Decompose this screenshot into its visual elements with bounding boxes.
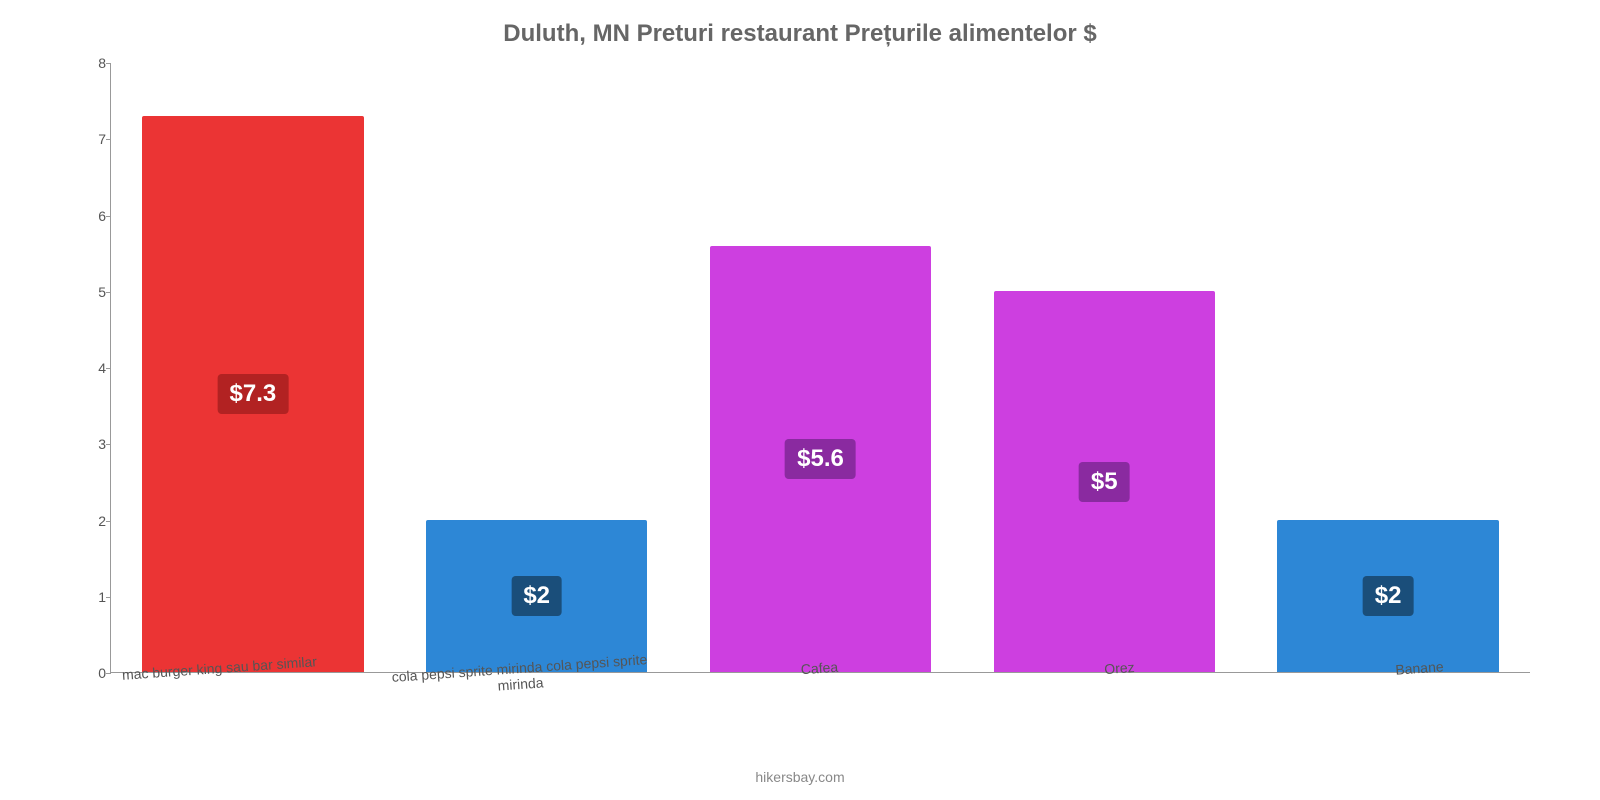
chart-title: Duluth, MN Preturi restaurant Prețurile … [40,20,1560,48]
bar-slot: $2 [1246,63,1530,672]
bar-value-badge: $2 [1363,576,1414,616]
bar-slot: $7.3 [111,63,395,672]
y-tick-label: 1 [71,589,106,605]
y-tick-label: 3 [71,436,106,452]
bar-value-badge: $5.6 [785,439,856,479]
y-tick-label: 6 [71,208,106,224]
y-tick-label: 7 [71,131,106,147]
bar: $2 [426,520,647,672]
bar: $2 [1277,520,1498,672]
bar-value-badge: $2 [511,576,562,616]
y-tick-label: 8 [71,55,106,71]
bar: $7.3 [142,116,363,672]
bar: $5.6 [710,246,931,672]
x-axis-labels: mac burger king sau bar similarcola peps… [70,660,1570,692]
bar: $5 [994,291,1215,672]
bar-slot: $5 [962,63,1246,672]
bars-row: $7.3 $2 $5.6 $5 $2 [111,63,1530,672]
y-tick-label: 5 [71,284,106,300]
plot-area: $7.3$2$5.6$5$2 012345678 [110,63,1530,673]
chart-footer: hikersbay.com [0,769,1600,785]
bar-slot: $2 [395,63,679,672]
y-tick-label: 4 [71,360,106,376]
bar-slot: $5.6 [679,63,963,672]
price-bar-chart: Duluth, MN Preturi restaurant Prețurile … [0,0,1600,800]
y-tick-label: 2 [71,513,106,529]
bar-value-badge: $7.3 [218,374,289,414]
bar-value-badge: $5 [1079,462,1130,502]
